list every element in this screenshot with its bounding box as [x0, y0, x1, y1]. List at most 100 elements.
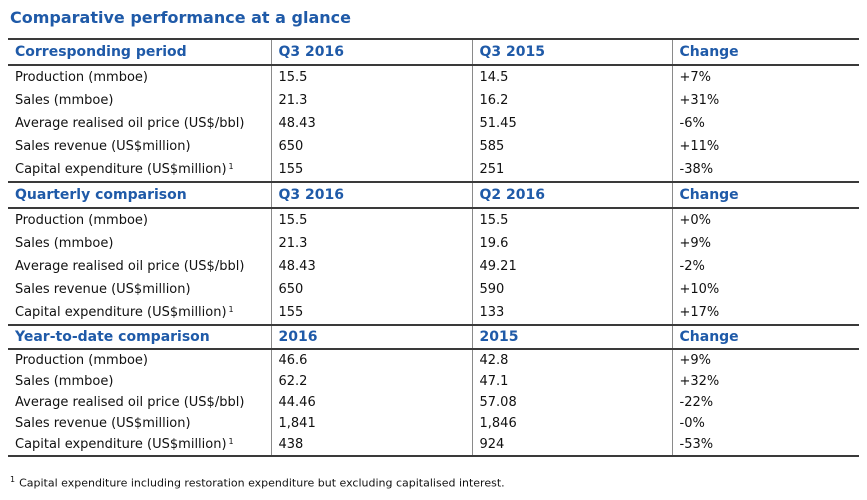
column-header: Change	[671, 324, 859, 350]
value-cell: 155	[270, 301, 472, 325]
value-cell: 62.2	[270, 371, 472, 392]
row-label-cell: Capital expenditure (US$million) 1	[8, 301, 271, 325]
value-cell: 48.43	[270, 255, 472, 278]
table-row: Average realised oil price (US$/bbl) 48.…	[8, 255, 859, 278]
change-cell: -38%	[671, 158, 859, 182]
change-cell: -53%	[671, 434, 859, 457]
row-label-cell: Capital expenditure (US$million) 1	[8, 158, 271, 182]
value-cell: 16.2	[471, 89, 672, 112]
row-label: Sales (mmboe)	[15, 93, 114, 108]
value-cell: 48.43	[270, 112, 472, 135]
change-cell: -6%	[671, 112, 859, 135]
row-label: Sales revenue (US$million)	[15, 139, 191, 154]
section-header-row: Quarterly comparison Q3 2016 Q2 2016 Cha…	[8, 181, 859, 209]
column-header: Q3 2016	[270, 181, 472, 209]
change-cell: +9%	[671, 349, 859, 371]
table-row: Sales (mmboe) 21.3 19.6 +9%	[8, 232, 859, 255]
value-cell: 15.5	[270, 208, 472, 232]
value-cell: 21.3	[270, 232, 472, 255]
column-header: Q2 2016	[471, 181, 672, 209]
row-label: Average realised oil price (US$/bbl)	[15, 116, 245, 131]
section-quarterly-comparison: Quarterly comparison Q3 2016 Q2 2016 Cha…	[8, 181, 859, 325]
row-label: Sales (mmboe)	[15, 374, 114, 389]
row-label: Sales revenue (US$million)	[15, 282, 191, 297]
value-cell: 650	[270, 278, 472, 301]
change-cell: +11%	[671, 135, 859, 158]
value-cell: 585	[471, 135, 672, 158]
change-cell: +31%	[671, 89, 859, 112]
table-row: Sales (mmboe) 21.3 16.2 +31%	[8, 89, 859, 112]
table-row: Sales revenue (US$million) 650 590 +10%	[8, 278, 859, 301]
value-cell: 590	[471, 278, 672, 301]
value-cell: 51.45	[471, 112, 672, 135]
performance-table: Corresponding period Q3 2016 Q3 2015 Cha…	[8, 38, 859, 457]
footnote: 1 Capital expenditure including restorati…	[10, 475, 505, 490]
value-cell: 47.1	[471, 371, 672, 392]
footnote-marker: 1	[228, 162, 234, 171]
table-row: Capital expenditure (US$million) 1 155 13…	[8, 301, 859, 325]
footnote-marker: 1	[228, 305, 234, 314]
row-label: Production (mmboe)	[15, 213, 148, 228]
change-cell: +32%	[671, 371, 859, 392]
value-cell: 21.3	[270, 89, 472, 112]
column-header: Q3 2015	[471, 38, 672, 66]
table-row: Capital expenditure (US$million) 1 155 25…	[8, 158, 859, 182]
table-row: Sales (mmboe) 62.2 47.1 +32%	[8, 371, 859, 392]
section-year-to-date-comparison: Year-to-date comparison 2016 2015 Change…	[8, 324, 859, 457]
row-label: Sales revenue (US$million)	[15, 416, 191, 431]
footnote-text: Capital expenditure including restoratio…	[19, 476, 505, 490]
table-row: Production (mmboe) 46.6 42.8 +9%	[8, 349, 859, 371]
value-cell: 1,846	[471, 413, 672, 434]
row-label: Production (mmboe)	[15, 353, 148, 368]
change-cell: +7%	[671, 65, 859, 89]
page-title: Comparative performance at a glance	[10, 8, 351, 27]
change-cell: -0%	[671, 413, 859, 434]
value-cell: 14.5	[471, 65, 672, 89]
footnote-marker: 1	[10, 475, 16, 484]
value-cell: 42.8	[471, 349, 672, 371]
footnote-marker: 1	[228, 437, 234, 446]
section-header-row: Year-to-date comparison 2016 2015 Change	[8, 324, 859, 350]
value-cell: 15.5	[270, 65, 472, 89]
row-label-cell: Capital expenditure (US$million) 1	[8, 434, 271, 457]
column-header: 2016	[270, 324, 472, 350]
table-row: Average realised oil price (US$/bbl) 48.…	[8, 112, 859, 135]
row-label: Sales (mmboe)	[15, 236, 114, 251]
section-corresponding-period: Corresponding period Q3 2016 Q3 2015 Cha…	[8, 38, 859, 182]
change-cell: -2%	[671, 255, 859, 278]
value-cell: 1,841	[270, 413, 472, 434]
row-label: Average realised oil price (US$/bbl)	[15, 395, 245, 410]
value-cell: 155	[270, 158, 472, 182]
column-header: 2015	[471, 324, 672, 350]
row-label: Capital expenditure (US$million)	[15, 162, 227, 177]
table-row: Production (mmboe) 15.5 14.5 +7%	[8, 65, 859, 89]
column-header: Change	[671, 181, 859, 209]
change-cell: +0%	[671, 208, 859, 232]
table-row: Average realised oil price (US$/bbl) 44.…	[8, 392, 859, 413]
table-row: Sales revenue (US$million) 1,841 1,846 -…	[8, 413, 859, 434]
value-cell: 133	[471, 301, 672, 325]
value-cell: 46.6	[270, 349, 472, 371]
section-header-row: Corresponding period Q3 2016 Q3 2015 Cha…	[8, 38, 859, 66]
value-cell: 15.5	[471, 208, 672, 232]
change-cell: +9%	[671, 232, 859, 255]
row-label: Capital expenditure (US$million)	[15, 305, 227, 320]
value-cell: 49.21	[471, 255, 672, 278]
value-cell: 19.6	[471, 232, 672, 255]
row-label: Capital expenditure (US$million)	[15, 437, 227, 452]
value-cell: 57.08	[471, 392, 672, 413]
change-cell: +10%	[671, 278, 859, 301]
value-cell: 44.46	[270, 392, 472, 413]
value-cell: 650	[270, 135, 472, 158]
table-row: Capital expenditure (US$million) 1 438 92…	[8, 434, 859, 457]
row-label: Production (mmboe)	[15, 70, 148, 85]
table-row: Production (mmboe) 15.5 15.5 +0%	[8, 208, 859, 232]
row-label: Average realised oil price (US$/bbl)	[15, 259, 245, 274]
column-header: Q3 2016	[270, 38, 472, 66]
column-header: Change	[671, 38, 859, 66]
value-cell: 438	[270, 434, 472, 457]
section-title: Year-to-date comparison	[8, 324, 271, 350]
value-cell: 251	[471, 158, 672, 182]
section-title: Quarterly comparison	[8, 181, 271, 209]
